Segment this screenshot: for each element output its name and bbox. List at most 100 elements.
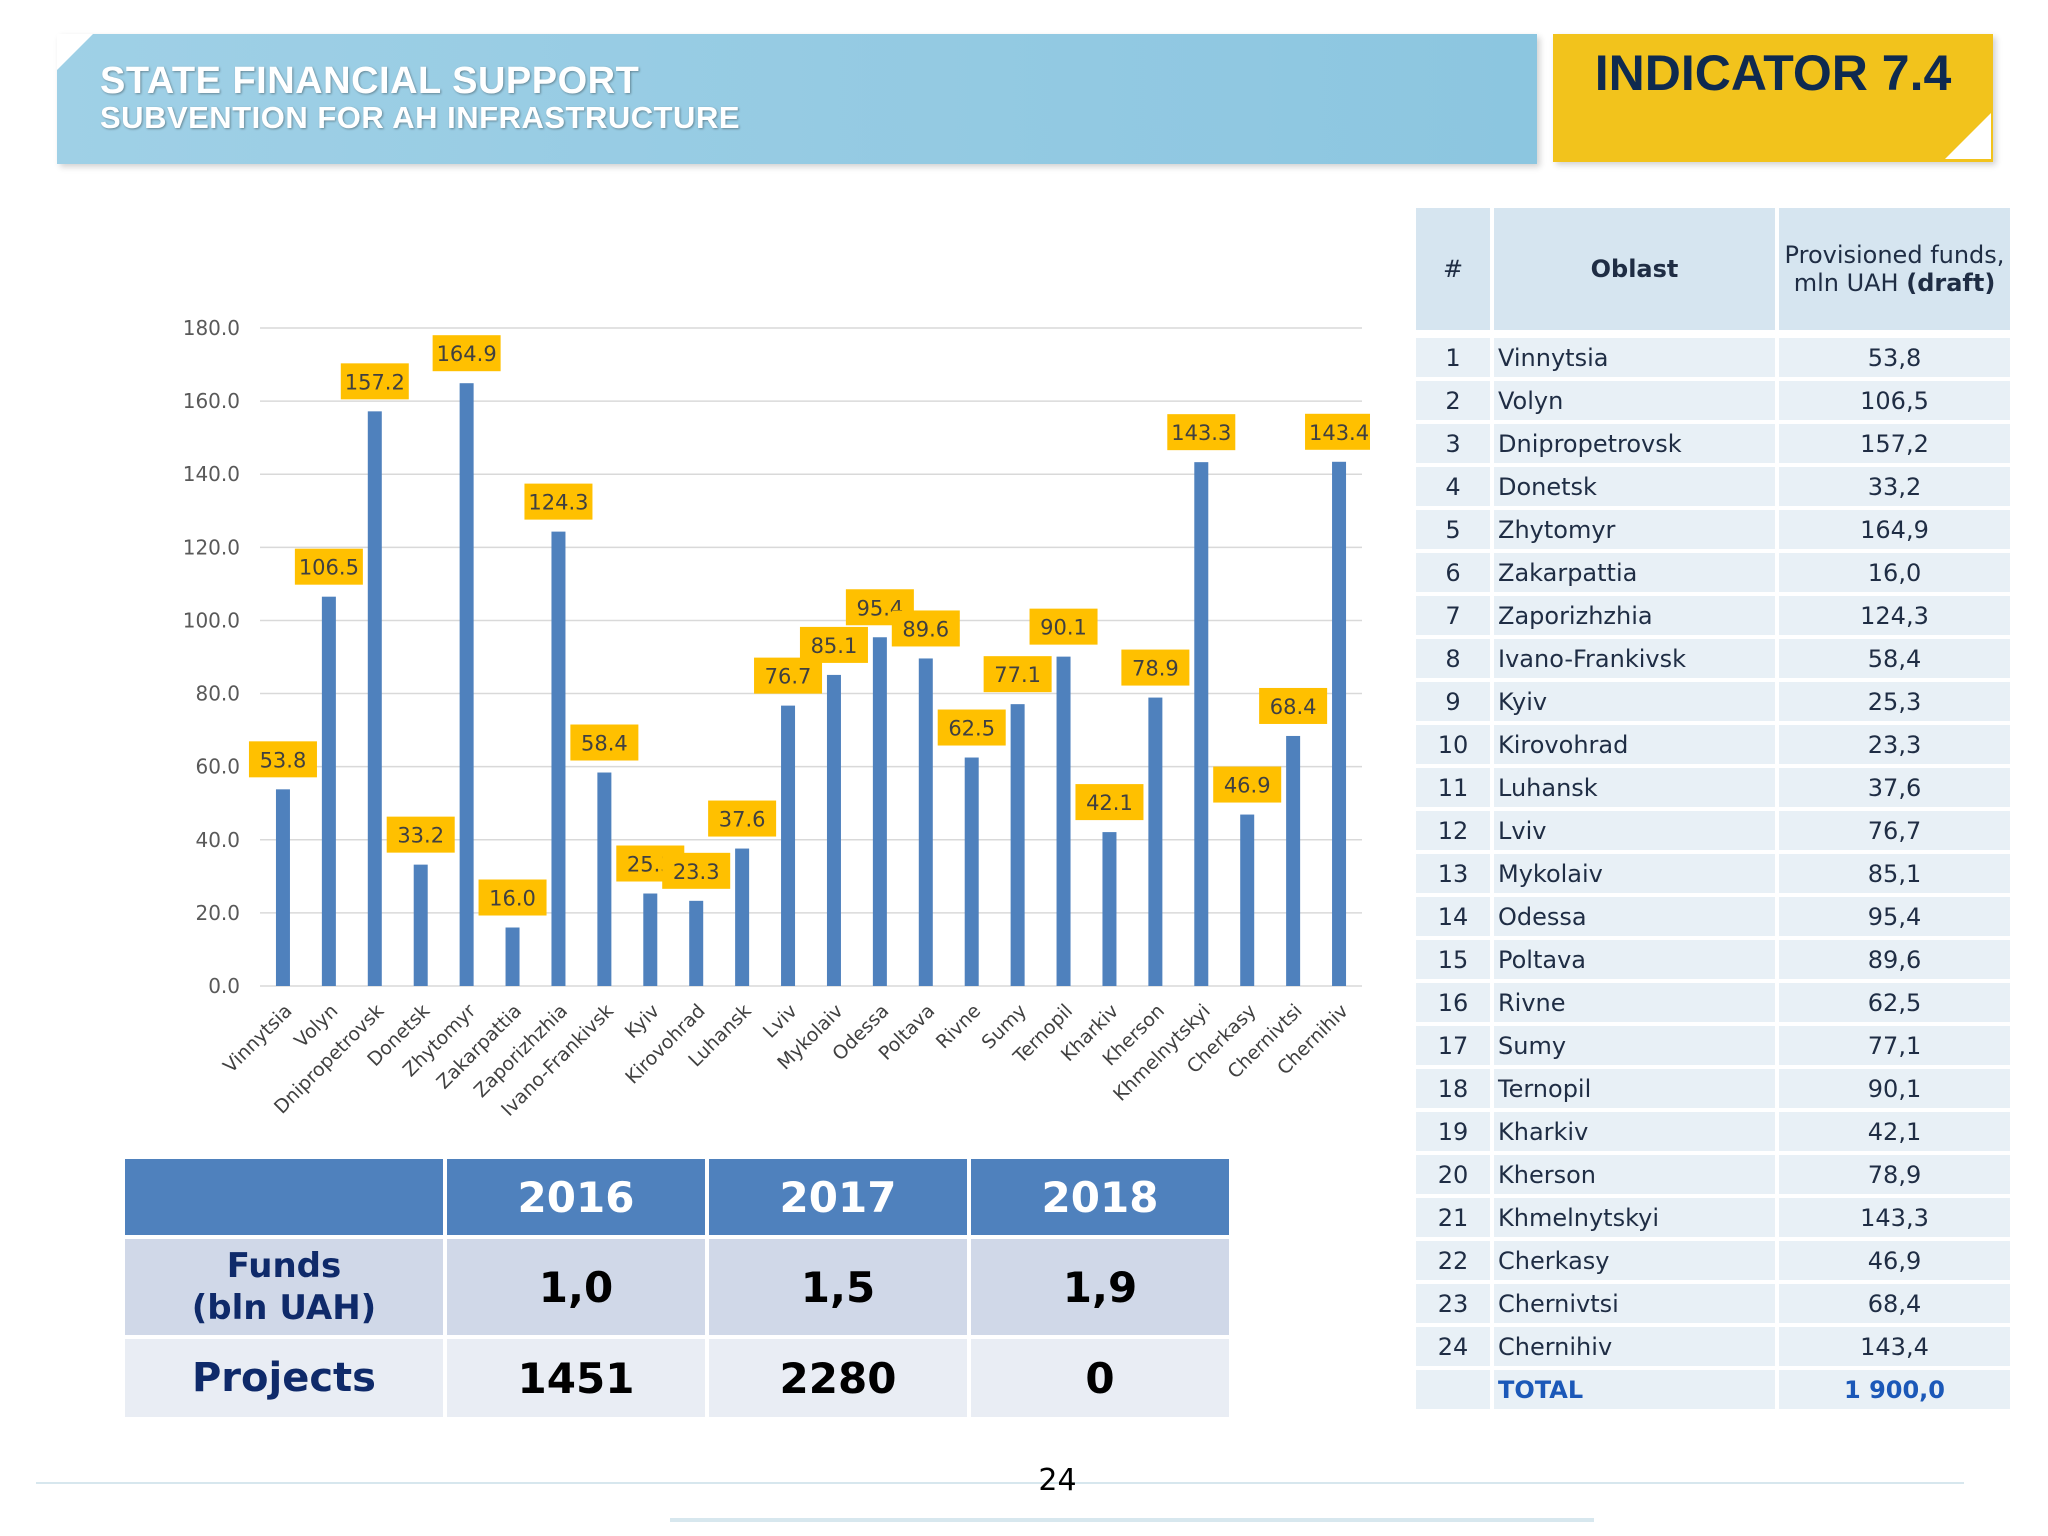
oblast-row: 6 Zakarpattia 16,0 <box>1416 553 2014 596</box>
oblast-row-funds: 25,3 <box>1779 682 2014 725</box>
oblast-row-name: Kyiv <box>1494 682 1779 725</box>
data-label-text: 42.1 <box>1086 791 1133 815</box>
oblast-row-num: 22 <box>1416 1241 1494 1284</box>
data-label: 90.1 <box>1029 608 1098 645</box>
oblast-row-funds: 95,4 <box>1779 897 2014 940</box>
bar-donetsk <box>413 864 428 986</box>
bar-rivne <box>964 757 979 986</box>
data-label-text: 89.6 <box>902 617 949 641</box>
oblast-row-num: 16 <box>1416 983 1494 1026</box>
data-label-text: 62.5 <box>948 717 995 741</box>
data-label-box <box>386 816 455 853</box>
bar-zakarpattia <box>505 927 520 986</box>
bar-kirovohrad <box>689 900 704 986</box>
oblast-row-name: Mykolaiv <box>1494 854 1779 897</box>
oblast-row-funds: 164,9 <box>1779 510 2014 553</box>
summary-corner-cell <box>125 1159 443 1235</box>
oblast-row-name: Dnipropetrovsk <box>1494 424 1779 467</box>
summary-funds-2017: 1,5 <box>709 1239 967 1335</box>
header-subtitle: SUBVENTION FOR AH INFRASTRUCTURE <box>100 100 741 135</box>
oblast-row-num: 8 <box>1416 639 1494 682</box>
oblast-row-num: 23 <box>1416 1284 1494 1327</box>
bar-cherkasy <box>1240 814 1255 986</box>
chart-bars <box>275 383 1347 987</box>
oblast-row-funds: 53,8 <box>1779 338 2014 381</box>
oblast-row-funds: 46,9 <box>1779 1241 2014 1284</box>
oblast-row-funds: 42,1 <box>1779 1112 2014 1155</box>
y-tick-label: 140.0 <box>183 462 240 486</box>
oblast-row-funds: 143,3 <box>1779 1198 2014 1241</box>
oblast-row-name: Luhansk <box>1494 768 1779 811</box>
summary-year-2018: 2018 <box>971 1159 1229 1235</box>
y-tick-label: 60.0 <box>195 755 240 779</box>
summary-funds-label: Funds (bln UAH) <box>125 1239 443 1335</box>
oblast-row-name: Zakarpattia <box>1494 553 1779 596</box>
oblast-row-name: Sumy <box>1494 1026 1779 1069</box>
data-label-box <box>248 741 317 778</box>
oblast-row-funds: 90,1 <box>1779 1069 2014 1112</box>
x-category-label: Vinnytsia <box>219 1000 296 1077</box>
bar-sumy <box>1010 704 1025 986</box>
oblast-row: 8 Ivano-Frankivsk 58,4 <box>1416 639 2014 682</box>
oblast-row-num: 20 <box>1416 1155 1494 1198</box>
data-label: 37.6 <box>708 800 777 837</box>
data-label-text: 68.4 <box>1270 695 1317 719</box>
bar-mykolaiv <box>826 674 841 986</box>
data-label-box <box>983 656 1052 693</box>
data-label-box <box>754 657 823 694</box>
data-label-text: 53.8 <box>260 748 307 772</box>
oblast-row-funds: 143,4 <box>1779 1327 2014 1370</box>
oblast-row-name: Zaporizhzhia <box>1494 596 1779 639</box>
data-label-box <box>799 626 868 663</box>
page-number: 24 <box>1038 1463 1077 1498</box>
data-label: 106.5 <box>294 548 363 585</box>
summary-year-2016: 2016 <box>447 1159 705 1235</box>
header-corner-decoration <box>57 34 93 70</box>
data-label-box <box>1305 413 1370 450</box>
oblast-row-funds: 85,1 <box>1779 854 2014 897</box>
data-label: 78.9 <box>1121 649 1190 686</box>
col-header-funds-draft: (draft) <box>1906 269 1996 297</box>
oblast-row: 17 Sumy 77,1 <box>1416 1026 2014 1069</box>
oblast-row: 21 Khmelnytskyi 143,3 <box>1416 1198 2014 1241</box>
bar-zaporizhzhia <box>551 531 566 986</box>
oblast-row-name: Kharkiv <box>1494 1112 1779 1155</box>
oblast-table-body: 1 Vinnytsia 53,8 2 Volyn 106,5 3 Dnipropetrovsk… <box>1416 338 2014 1370</box>
col-header-funds-line2: mln UAH <box>1793 269 1899 297</box>
col-header-funds-line2-wrap: mln UAH (draft) <box>1780 269 2009 297</box>
data-label: 157.2 <box>340 363 409 400</box>
oblast-row: 20 Kherson 78,9 <box>1416 1155 2014 1198</box>
oblast-row-num: 4 <box>1416 467 1494 510</box>
data-label-text: 76.7 <box>765 665 812 689</box>
data-label-text: 16.0 <box>489 887 536 911</box>
oblast-row: 18 Ternopil 90,1 <box>1416 1069 2014 1112</box>
oblast-row: 5 Zhytomyr 164,9 <box>1416 510 2014 553</box>
oblast-row-name: Vinnytsia <box>1494 338 1779 381</box>
oblast-funds-table: # Oblast Provisioned funds, mln UAH (dra… <box>1416 208 2014 1413</box>
summary-projects-2018: 0 <box>971 1339 1229 1417</box>
oblast-row: 22 Cherkasy 46,9 <box>1416 1241 2014 1284</box>
data-label: 46.9 <box>1213 766 1282 803</box>
oblast-row-funds: 16,0 <box>1779 553 2014 596</box>
oblast-total-row: TOTAL 1 900,0 <box>1416 1370 2014 1413</box>
data-label-box <box>340 363 409 400</box>
data-label-text: 46.9 <box>1224 774 1271 798</box>
oblast-row-name: Donetsk <box>1494 467 1779 510</box>
bar-zhytomyr <box>459 383 474 987</box>
oblast-row-num: 13 <box>1416 854 1494 897</box>
oblast-row-funds: 62,5 <box>1779 983 2014 1026</box>
summary-funds-label-line1: Funds <box>226 1246 342 1286</box>
data-label-text: 106.5 <box>299 556 359 580</box>
bar-lviv <box>781 705 796 986</box>
oblast-row-name: Zhytomyr <box>1494 510 1779 553</box>
data-label-box <box>1259 687 1328 724</box>
bar-kharkiv <box>1102 832 1117 986</box>
data-label: 143.3 <box>1167 414 1236 451</box>
data-label-text: 33.2 <box>397 824 444 848</box>
y-tick-label: 80.0 <box>195 682 240 706</box>
data-label-box <box>662 852 731 889</box>
data-label: 68.4 <box>1259 687 1328 724</box>
oblast-row-funds: 58,4 <box>1779 639 2014 682</box>
bar-khmelnytskyi <box>1194 462 1209 986</box>
oblast-row: 15 Poltava 89,6 <box>1416 940 2014 983</box>
